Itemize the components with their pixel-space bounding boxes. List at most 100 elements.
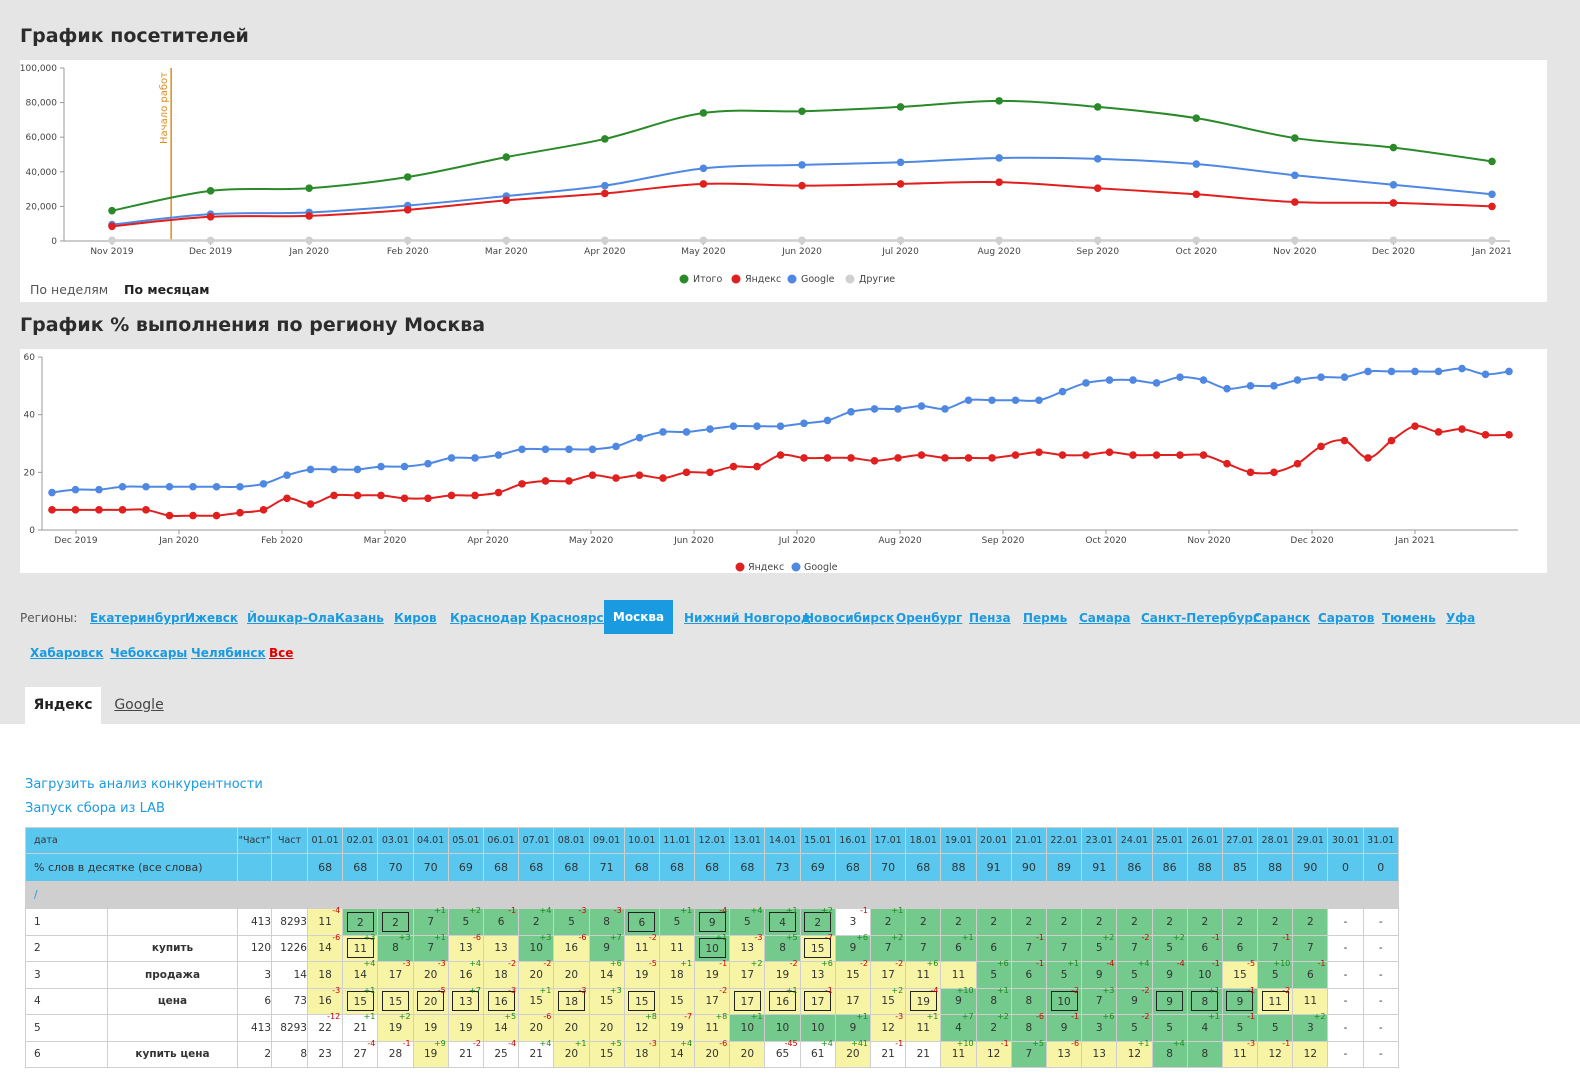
- position-cell: 9 -4: [694, 906, 731, 936]
- y-tick-label: 100,000: [20, 64, 57, 74]
- table-row: 3 продажа 3 14 18 14 +4 17 -3 20 -3 16 +4 18 -2 20 -2 20 1…: [25, 959, 1399, 989]
- region-link-11[interactable]: Пенза: [969, 611, 1011, 625]
- position-cell: 11 +10: [940, 1039, 977, 1068]
- top10-percent-2: 70: [377, 853, 414, 882]
- date-header-27.01[interactable]: 27.01: [1221, 827, 1259, 854]
- date-header-30.01[interactable]: 30.01: [1327, 827, 1364, 854]
- date-header-10.01[interactable]: 10.01: [623, 827, 660, 854]
- top10-percent-8: 71: [588, 853, 625, 882]
- region-link-19[interactable]: Хабаровск: [30, 646, 104, 660]
- region-link-1[interactable]: Ижевск: [185, 611, 238, 625]
- region-link-9[interactable]: Новосибирск: [804, 611, 895, 625]
- tab-google[interactable]: Google: [114, 697, 164, 713]
- region-link-20[interactable]: Чебоксары: [110, 646, 188, 660]
- position-cell: 2: [1081, 908, 1118, 936]
- region-link-14[interactable]: Санкт-Петербург: [1141, 611, 1260, 625]
- region-link-10[interactable]: Оренбург: [896, 611, 963, 625]
- date-header-08.01[interactable]: 08.01: [553, 827, 590, 854]
- data-point-Google-24: [612, 442, 620, 451]
- date-header-03.01[interactable]: 03.01: [377, 827, 414, 854]
- region-link-12[interactable]: Пермь: [1023, 611, 1068, 625]
- group-row[interactable]: /: [25, 881, 308, 909]
- region-link-8[interactable]: Нижний Новгород: [684, 611, 811, 625]
- date-header-19.01[interactable]: 19.01: [940, 827, 977, 854]
- date-header-22.01[interactable]: 22.01: [1045, 827, 1083, 854]
- region-link-0[interactable]: Екатеринбург: [90, 611, 186, 625]
- date-header-05.01[interactable]: 05.01: [447, 827, 484, 854]
- region-link-22[interactable]: Все: [269, 646, 294, 660]
- region-link-6[interactable]: Красноярск: [530, 611, 612, 625]
- position-value: 12: [1127, 1048, 1142, 1061]
- period-weeks-button[interactable]: По неделям: [30, 282, 109, 297]
- date-header-13.01[interactable]: 13.01: [729, 827, 766, 854]
- date-header-25.01[interactable]: 25.01: [1151, 827, 1188, 854]
- position-value: 9: [1156, 991, 1184, 1012]
- date-header-15.01[interactable]: 15.01: [799, 827, 836, 854]
- data-point-Google-2: [95, 485, 103, 494]
- position-value: 14: [318, 942, 332, 955]
- date-header-04.01[interactable]: 04.01: [412, 827, 449, 854]
- region-link-15[interactable]: Саранск: [1253, 611, 1311, 625]
- load-competition-link[interactable]: Загрузить анализ конкурентности: [25, 777, 263, 792]
- date-header-14.01[interactable]: 14.01: [764, 827, 801, 854]
- region-link-4[interactable]: Киров: [394, 611, 437, 625]
- position-cell: 7: [1045, 934, 1083, 962]
- date-header-11.01[interactable]: 11.01: [658, 827, 696, 854]
- position-value: 3: [1307, 1021, 1314, 1034]
- position-cell: 19: [447, 1014, 484, 1042]
- keyword: купить цена: [107, 1040, 238, 1068]
- region-link-5[interactable]: Краснодар: [450, 611, 527, 625]
- data-point-Другие-12: [1291, 236, 1299, 245]
- position-value: 8: [779, 942, 786, 955]
- date-header-12.01[interactable]: 12.01: [694, 827, 731, 854]
- position-value: 20: [417, 991, 445, 1012]
- tab-yandex[interactable]: Яндекс: [25, 687, 101, 724]
- position-value: 12: [1268, 1048, 1282, 1061]
- region-link-7[interactable]: Москва: [604, 600, 673, 634]
- region-link-21[interactable]: Челябинск: [191, 646, 266, 660]
- position-cell: 9 +7: [588, 933, 625, 962]
- data-point-Другие-7: [798, 236, 806, 245]
- period-months-button[interactable]: По месяцам: [124, 282, 210, 297]
- region-link-18[interactable]: Уфа: [1446, 611, 1476, 625]
- top10-percent-13: 73: [764, 853, 801, 882]
- header-freq-quoted[interactable]: "Част": [237, 827, 272, 854]
- position-cell: 2 +2: [799, 906, 836, 936]
- data-point-Итого-11: [1192, 114, 1201, 122]
- date-header-16.01[interactable]: 16.01: [834, 827, 872, 854]
- date-header-02.01[interactable]: 02.01: [342, 827, 379, 854]
- region-link-3[interactable]: Казань: [335, 611, 384, 625]
- date-header-23.01[interactable]: 23.01: [1081, 827, 1118, 854]
- date-header-21.01[interactable]: 21.01: [1010, 827, 1047, 854]
- data-point-Google-30: [753, 422, 761, 430]
- date-header-31.01[interactable]: 31.01: [1362, 827, 1399, 854]
- date-header-17.01[interactable]: 17.01: [869, 827, 907, 854]
- data-point-Google-56: [1364, 367, 1372, 376]
- lab-collect-link[interactable]: Запуск сбора из LAB: [25, 801, 165, 816]
- data-point-Google-52: [1270, 382, 1278, 390]
- x-tick-label: May 2020: [681, 247, 726, 257]
- region-link-2[interactable]: Йошкар-Ола: [247, 611, 335, 625]
- region-link-16[interactable]: Саратов: [1318, 611, 1375, 625]
- date-header-28.01[interactable]: 28.01: [1257, 827, 1294, 854]
- position-cell: 8 +1: [1186, 986, 1223, 1015]
- date-header-06.01[interactable]: 06.01: [482, 827, 520, 854]
- position-cell: 2: [1151, 908, 1188, 936]
- data-point-Яндекс-54: [1317, 442, 1325, 451]
- date-header-07.01[interactable]: 07.01: [518, 827, 555, 854]
- region-link-17[interactable]: Тюмень: [1382, 611, 1436, 625]
- date-header-18.01[interactable]: 18.01: [905, 827, 942, 854]
- position-value: 13: [459, 942, 473, 955]
- region-link-13[interactable]: Самара: [1079, 611, 1131, 625]
- date-header-29.01[interactable]: 29.01: [1292, 827, 1329, 854]
- position-cell: 7 +3: [1081, 986, 1118, 1015]
- position-cell: 2 +2: [975, 1012, 1012, 1042]
- date-header-09.01[interactable]: 09.01: [588, 827, 625, 854]
- date-header-01.01[interactable]: 01.01: [306, 827, 344, 854]
- date-header-24.01[interactable]: 24.01: [1116, 827, 1153, 854]
- date-header-26.01[interactable]: 26.01: [1186, 827, 1223, 854]
- position-cell: 11 -2: [1257, 986, 1294, 1015]
- position-value: 21: [459, 1048, 473, 1061]
- header-freq[interactable]: Част: [271, 827, 308, 854]
- date-header-20.01[interactable]: 20.01: [975, 827, 1012, 854]
